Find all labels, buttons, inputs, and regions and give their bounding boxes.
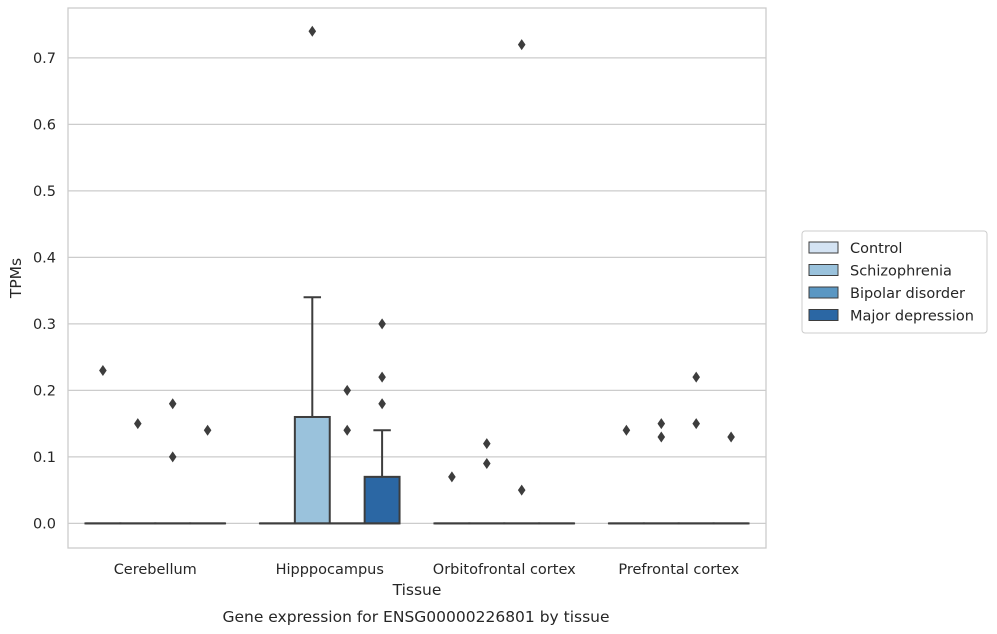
plot-frame [67,7,767,549]
box-hipppocampus-major-depression [363,429,401,525]
outlier-point [378,398,386,410]
legend-label: Major depression [850,309,974,325]
x-tick-label-orbitofrontal-cortex: Orbitofrontal cortex [433,562,576,578]
legend-item-bipolar-disorder: Bipolar disorder [808,286,965,302]
x-tick-label-cerebellum: Cerebellum [114,562,197,578]
legend-swatch [808,309,839,321]
x-tick-label-hipppocampus: Hipppocampus [276,562,384,578]
legend-label: Bipolar disorder [850,286,965,302]
legend-label: Control [850,241,902,257]
legend-swatch [808,241,839,254]
y-tick-labels: 0.0 0.1 0.2 0.3 0.4 0.5 0.6 0.7 [33,51,56,533]
legend: Control Schizophrenia Bipolar disorder Majo… [801,230,988,334]
legend-items: Control Schizophrenia Bipolar disorder Majo… [808,241,974,325]
outlier-point [483,458,491,470]
x-tick-label-prefrontal-cortex: Prefrontal cortex [618,562,739,578]
outlier-point [134,418,142,430]
y-tick-label: 0.7 [33,51,56,67]
x-axis-label: Tissue [392,581,442,599]
y-tick-label: 0.3 [33,317,56,333]
outlier-point [343,424,351,436]
outlier-point [692,371,700,383]
outlier-point [727,431,735,443]
outlier-point [692,418,700,430]
y-tick-label: 0.2 [33,383,56,399]
outlier-point [517,484,526,496]
outlier-points [99,25,735,496]
outlier-point [622,424,631,436]
legend-item-control: Control [808,241,902,257]
outlier-point [99,364,107,376]
box-body [363,475,401,525]
y-axis-label: TPMs [7,258,25,299]
outlier-point [517,39,526,51]
outlier-point [378,318,386,330]
legend-item-schizophrenia: Schizophrenia [808,264,952,280]
y-tick-label: 0.1 [33,450,56,466]
outlier-point [343,384,351,396]
legend-frame [801,230,988,334]
legend-swatch [808,286,839,299]
y-tick-label: 0.6 [33,117,56,133]
y-tick-label: 0.5 [33,184,56,200]
outlier-point [168,398,177,410]
box-body [293,415,331,525]
outlier-point [657,431,666,443]
legend-label: Schizophrenia [850,264,952,280]
outlier-point [657,418,666,430]
outlier-point [448,471,456,483]
y-tick-label: 0.0 [33,516,56,532]
grid-lines [68,57,766,525]
x-tick-labels: Cerebellum Hipppocampus Orbitofrontal cort… [114,562,740,578]
box-hipppocampus-schizophrenia [293,296,331,525]
y-tick-label: 0.4 [33,250,56,266]
legend-swatch [808,264,839,276]
outlier-point [168,451,177,463]
chart-caption: Gene expression for ENSG00000226801 by t… [222,608,609,626]
outlier-point [483,438,491,450]
boxes [84,296,750,525]
outlier-point [378,371,386,383]
legend-item-major-depression: Major depression [808,309,974,325]
outlier-point [308,25,317,37]
outlier-point [203,424,212,436]
